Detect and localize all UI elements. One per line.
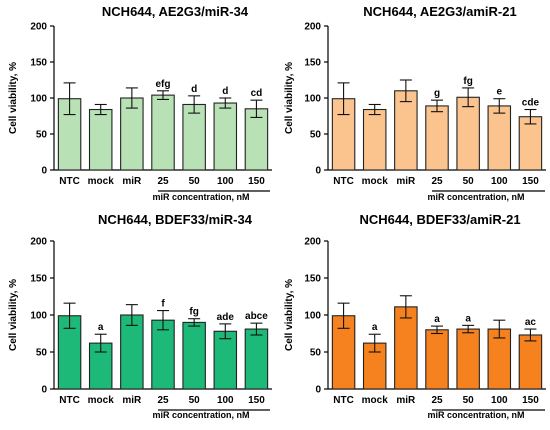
- panel-3-y-tick-label: 200: [30, 237, 47, 248]
- panel-3-y-tick-label: 100: [30, 311, 47, 322]
- panel-3-x-tick-label: 50: [189, 395, 201, 406]
- panel-3-significance-label: f: [161, 299, 165, 310]
- panel-4-bar: [456, 328, 480, 390]
- panel-2-x-tick-label: miR: [396, 176, 416, 187]
- panel-2-bar: [456, 96, 480, 171]
- panel-3-significance-label: abce: [245, 311, 268, 322]
- panel-2-x-tick-label: 25: [431, 176, 443, 187]
- panel-2-significance-label: g: [434, 88, 440, 99]
- panel-2-bar: [362, 108, 387, 171]
- panel-4-x-tick-label: 50: [463, 395, 475, 406]
- panel-4-significance-label: a: [372, 322, 378, 333]
- panel-2-y-tick-label: 50: [310, 130, 322, 141]
- panel-4-y-tick-label: 50: [310, 348, 322, 359]
- panel-1-concentration-label: miR concentration, nM: [152, 192, 249, 202]
- panel-3-bar: [213, 330, 238, 390]
- panel-4-bar: [518, 334, 543, 390]
- panel-3-x-tick-label: 25: [157, 395, 169, 406]
- panel-2-bar: [518, 116, 543, 171]
- panel-1-x-tick-label: 150: [248, 176, 265, 187]
- panel-1-y-tick-label: 100: [30, 94, 47, 105]
- panel-1-significance-label: cd: [251, 88, 263, 99]
- panel-2-x-tick-label: NTC: [333, 176, 354, 187]
- panel-2-y-tick-label: 0: [315, 166, 321, 177]
- panel-1-y-tick-label: 0: [41, 166, 47, 177]
- panel-3-significance-label: a: [98, 322, 104, 333]
- panel-3-y-axis-label: Cell viability, %: [8, 279, 19, 351]
- panel-4-bar: [425, 329, 449, 390]
- panel-1-bar: [213, 102, 238, 171]
- panel-1-significance-label: d: [222, 86, 228, 97]
- panel-4-x-tick-label: 150: [522, 395, 539, 406]
- panel-3-bar: [182, 321, 206, 390]
- panel-2-y-tick-label: 200: [304, 22, 321, 33]
- panel-2-bar: [394, 90, 418, 171]
- panel-1-x-tick-label: mock: [88, 176, 115, 187]
- panel-4-x-tick-label: NTC: [333, 395, 354, 406]
- panel-3-bar: [244, 328, 269, 390]
- panel-1-bar: [182, 103, 206, 171]
- panel-1-x-tick-label: 25: [157, 176, 169, 187]
- panel-3-significance-label: fg: [189, 307, 198, 318]
- panel-4-concentration-label: miR concentration, nM: [427, 410, 524, 420]
- panel-1-y-tick-label: 150: [30, 58, 47, 69]
- panel-1-x-tick-label: 50: [189, 176, 201, 187]
- panel-3-y-tick-label: 50: [36, 348, 48, 359]
- panel-3-x-tick-label: mock: [88, 395, 115, 406]
- panel-4-significance-label: a: [434, 314, 440, 325]
- panel-2-significance-label: cde: [522, 98, 540, 109]
- panel-2-x-tick-label: 150: [522, 176, 539, 187]
- panel-1-bar: [151, 94, 175, 171]
- panel-4-title: NCH644, BDEF33/amiR-21: [359, 212, 520, 227]
- panel-1-x-tick-label: 100: [217, 176, 234, 187]
- panel-4-y-tick-label: 0: [315, 385, 321, 396]
- panel-1-y-tick-label: 50: [36, 130, 48, 141]
- panel-2-title: NCH644, AE2G3/amiR-21: [363, 4, 516, 19]
- panel-1-title: NCH644, AE2G3/miR-34: [102, 4, 249, 19]
- panel-1-bar: [88, 108, 113, 171]
- panel-2-x-tick-label: 50: [463, 176, 475, 187]
- panel-4-y-tick-label: 100: [304, 311, 321, 322]
- panel-4-significance-label: a: [465, 313, 471, 324]
- panel-3-bar: [120, 314, 144, 390]
- panel-3-x-tick-label: 100: [217, 395, 234, 406]
- panel-2-concentration-label: miR concentration, nM: [427, 192, 524, 202]
- panel-1-x-tick-label: NTC: [59, 176, 80, 187]
- panel-2-significance-label: e: [497, 87, 503, 98]
- panel-2-x-tick-label: 100: [491, 176, 508, 187]
- panel-4-x-tick-label: miR: [396, 395, 416, 406]
- panel-1-significance-label: d: [191, 84, 197, 95]
- panel-2-bar: [425, 105, 449, 171]
- panel-1-y-tick-label: 200: [30, 22, 47, 33]
- panel-3-title: NCH644, BDEF33/miR-34: [98, 212, 253, 227]
- panel-3-x-tick-label: miR: [122, 395, 142, 406]
- panel-3-bar: [151, 319, 175, 390]
- panel-1-significance-label: efg: [156, 79, 171, 90]
- panel-4-bar: [394, 306, 418, 390]
- panel-2-y-axis-label: Cell viability, %: [284, 62, 295, 134]
- panel-4-y-tick-label: 150: [304, 274, 321, 285]
- panel-4-x-tick-label: 25: [431, 395, 443, 406]
- panel-3-y-tick-label: 0: [41, 385, 47, 396]
- panel-2-y-tick-label: 100: [304, 94, 321, 105]
- panel-3-y-tick-label: 150: [30, 274, 47, 285]
- panel-4-y-tick-label: 200: [304, 237, 321, 248]
- panel-1-x-tick-label: miR: [122, 176, 142, 187]
- panel-1-y-axis-label: Cell viability, %: [8, 62, 19, 134]
- panel-2-y-tick-label: 150: [304, 58, 321, 69]
- panel-4-x-tick-label: 100: [491, 395, 508, 406]
- panel-2-bar: [487, 105, 512, 171]
- panel-2-x-tick-label: mock: [362, 176, 389, 187]
- panel-4-significance-label: ac: [525, 317, 537, 328]
- panel-3-concentration-label: miR concentration, nM: [152, 410, 249, 420]
- panel-3-x-tick-label: NTC: [59, 395, 80, 406]
- panel-2-significance-label: fg: [463, 76, 472, 87]
- panel-4-x-tick-label: mock: [362, 395, 389, 406]
- panel-3-x-tick-label: 150: [248, 395, 265, 406]
- panel-4-y-axis-label: Cell viability, %: [284, 279, 295, 351]
- panel-3-significance-label: ade: [217, 312, 235, 323]
- panel-1-bar: [120, 97, 144, 171]
